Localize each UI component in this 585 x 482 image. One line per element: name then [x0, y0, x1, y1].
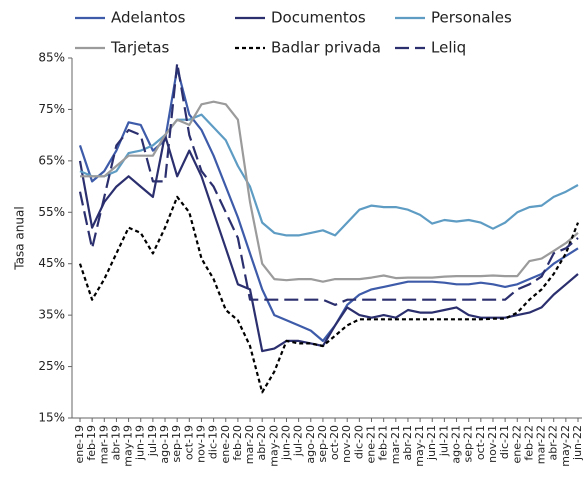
- x-tick-label: may-19: [122, 425, 135, 467]
- x-tick-label: nov-21: [486, 425, 499, 463]
- y-tick-label: 75%: [38, 102, 65, 116]
- x-tick-label: ene-20: [219, 425, 232, 463]
- x-tick-label: sep-20: [316, 425, 329, 462]
- y-axis-label: Tasa anual: [13, 206, 27, 270]
- x-tick-label: ene-22: [510, 425, 523, 463]
- y-tick-label: 25%: [38, 359, 65, 373]
- x-tick-label: may-20: [267, 425, 280, 467]
- x-tick-label: may-22: [559, 425, 572, 467]
- x-tick-label: abr-20: [255, 425, 268, 461]
- x-tick-label: ago-20: [304, 425, 317, 464]
- x-tick-label: jun-22: [571, 425, 584, 461]
- x-tick-label: feb-22: [522, 425, 535, 461]
- x-tick-label: jul-19: [146, 425, 159, 457]
- y-tick-label: 55%: [38, 205, 65, 219]
- series-line: [80, 100, 579, 283]
- x-tick-label: sep-21: [462, 425, 475, 462]
- y-tick-label: 35%: [38, 308, 65, 322]
- y-tick-label: 45%: [38, 256, 65, 270]
- x-tick-label: jun-21: [425, 425, 438, 461]
- legend-label: Tarjetas: [110, 39, 170, 57]
- x-tick-label: mar-22: [535, 425, 548, 464]
- x-tick-label: sep-19: [170, 425, 183, 462]
- legend-label: Documentos: [271, 9, 366, 27]
- x-tick-label: abr-19: [109, 425, 122, 461]
- series-line: [78, 195, 580, 394]
- x-tick-label: jul-21: [437, 425, 450, 457]
- x-tick-label: nov-20: [340, 425, 353, 463]
- x-tick-label: nov-19: [194, 425, 207, 463]
- x-tick-label: may-21: [413, 425, 426, 467]
- x-tick-label: oct-20: [328, 425, 341, 460]
- x-tick-label: ago-21: [450, 425, 463, 464]
- y-tick-label: 65%: [38, 153, 65, 167]
- x-tick-label: jul-20: [292, 425, 305, 457]
- x-tick-label: feb-21: [377, 425, 390, 461]
- x-tick-label: ene-21: [365, 425, 378, 463]
- x-tick-label: jun-20: [279, 425, 292, 461]
- x-tick-label: mar-20: [243, 425, 256, 464]
- legend-label: Adelantos: [111, 9, 186, 27]
- y-tick-label: 15%: [38, 411, 65, 425]
- x-tick-label: mar-19: [97, 425, 110, 464]
- series-line: [79, 113, 579, 237]
- x-tick-label: oct-21: [474, 425, 487, 460]
- x-tick-label: jun-19: [134, 425, 147, 461]
- x-tick-label: feb-19: [85, 425, 98, 461]
- x-tick-label: abr-22: [547, 425, 560, 461]
- x-tick-label: ago-19: [158, 425, 171, 464]
- x-tick-label: mar-21: [389, 425, 402, 464]
- x-tick-label: oct-19: [182, 425, 195, 460]
- legend-label: Personales: [431, 9, 512, 27]
- legend-label: Leliq: [431, 39, 466, 57]
- x-tick-label: ene-19: [73, 425, 86, 463]
- x-tick-label: abr-21: [401, 425, 414, 461]
- x-tick-label: dic-21: [498, 425, 511, 459]
- legend-label: Badlar privada: [271, 39, 381, 57]
- y-tick-label: 85%: [38, 51, 65, 65]
- x-tick-label: dic-19: [207, 425, 220, 459]
- x-tick-label: dic-20: [352, 425, 365, 459]
- x-tick-label: feb-20: [231, 425, 244, 461]
- series-line: [78, 62, 579, 306]
